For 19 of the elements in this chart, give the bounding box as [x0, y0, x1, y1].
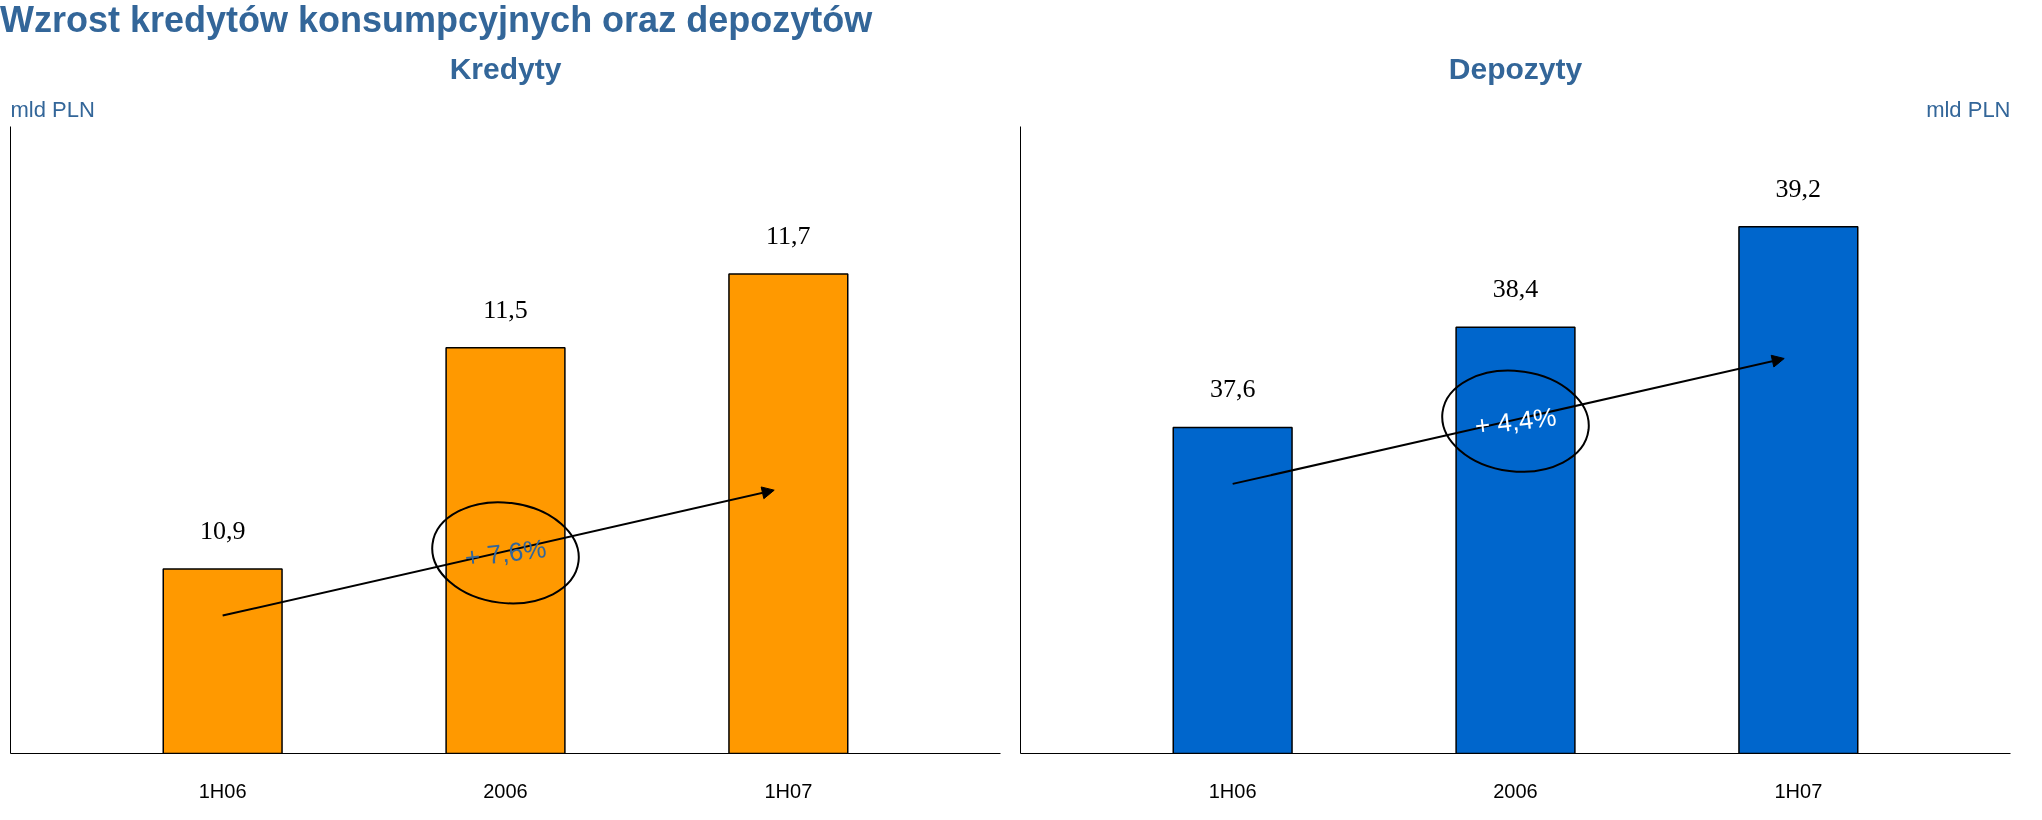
x-tick-label: 1H06	[198, 779, 247, 802]
chart-title: Wzrost kredytów konsumpcyjnych oraz depozytów	[0, 0, 873, 40]
y-axis-title: mld PLN	[1926, 96, 2011, 122]
y-axis-title: mld PLN	[10, 96, 95, 122]
x-tick-label: 2006	[483, 779, 528, 802]
x-tick-label: 1H07	[764, 779, 813, 802]
data-label: 39,2	[1775, 173, 1822, 203]
data-label: 38,4	[1492, 274, 1539, 304]
data-label: 10,9	[199, 516, 246, 546]
chart-subtitle: Kredyty	[449, 51, 562, 85]
chart-title: Depozyty	[1448, 51, 1583, 85]
x-tick-label: 1H07	[1774, 779, 1823, 802]
data-label: 37,6	[1209, 374, 1256, 404]
data-label: 11,5	[483, 294, 528, 324]
annotation: + 7,6%	[463, 533, 548, 573]
data-label: 11,7	[766, 221, 811, 251]
x-tick-label: 2006	[1493, 779, 1538, 802]
x-tick-label: 1H06	[1208, 779, 1257, 802]
annotation: + 4,4%	[1473, 401, 1558, 441]
